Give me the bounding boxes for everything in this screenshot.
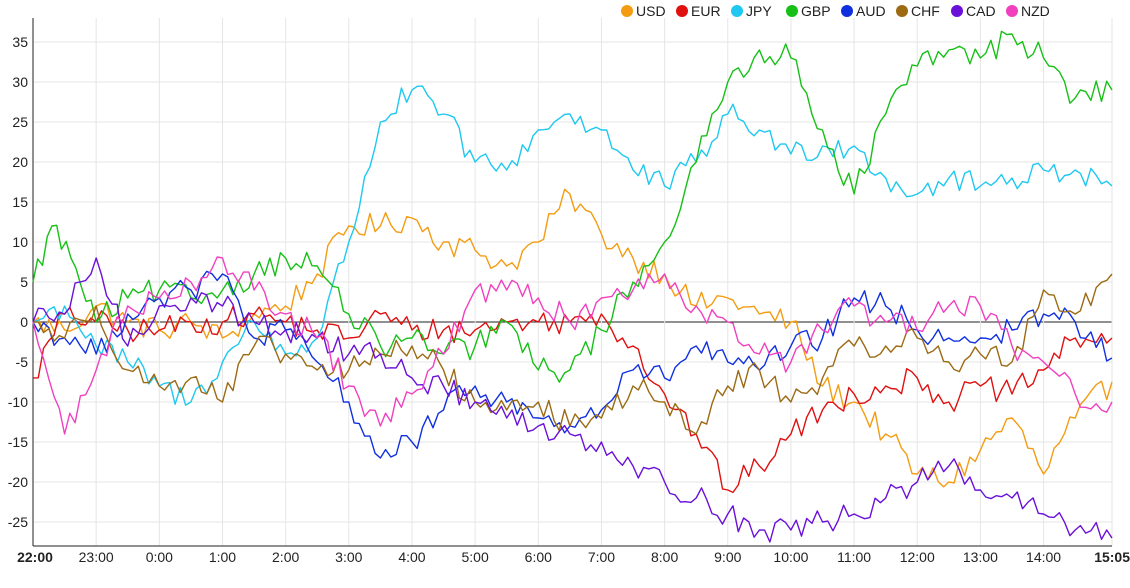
legend-label-nzd: NZD: [1021, 3, 1050, 19]
x-tick-label: 14:00: [1026, 549, 1061, 565]
x-tick-label: 9:00: [714, 549, 741, 565]
y-tick-label: 30: [12, 74, 28, 90]
x-tick-label: 12:00: [900, 549, 935, 565]
series-line-cad: [32, 257, 1113, 543]
y-tick-label: -5: [16, 354, 29, 370]
series-line-eur: [32, 305, 1113, 494]
legend-marker-eur: [676, 5, 688, 17]
series-line-jpy: [32, 85, 1113, 406]
x-tick-label: 10:00: [773, 549, 808, 565]
x-tick-label: 11:00: [837, 549, 871, 565]
y-tick-label: 10: [12, 234, 28, 250]
x-tick-label: 23:00: [79, 549, 114, 565]
legend-label-cad: CAD: [966, 3, 996, 19]
legend-label-chf: CHF: [911, 3, 940, 19]
x-tick-label: 15:05: [1094, 549, 1130, 565]
x-tick-label: 2:00: [272, 549, 299, 565]
x-tick-label: 6:00: [525, 549, 552, 565]
x-tick-label: 7:00: [588, 549, 615, 565]
legend-label-aud: AUD: [856, 3, 886, 19]
series-line-gbp: [32, 30, 1113, 383]
x-tick-label: 1:00: [209, 549, 236, 565]
legend-label-gbp: GBP: [801, 3, 831, 19]
x-tick-label: 5:00: [462, 549, 489, 565]
x-tick-label: 13:00: [963, 549, 998, 565]
x-tick-label: 22:00: [17, 549, 53, 565]
legend-marker-gbp: [786, 5, 798, 17]
y-tick-label: 20: [12, 154, 28, 170]
x-tick-label: 0:00: [146, 549, 173, 565]
series-lines: [32, 30, 1113, 543]
legend-marker-cad: [951, 5, 963, 17]
grid: [32, 18, 1113, 546]
legend-label-usd: USD: [636, 3, 666, 19]
series-line-aud: [32, 270, 1113, 459]
x-tick-label: 8:00: [651, 549, 678, 565]
y-tick-label: 5: [20, 274, 28, 290]
series-line-chf: [32, 273, 1113, 435]
legend-marker-nzd: [1006, 5, 1018, 17]
legend-marker-jpy: [731, 5, 743, 17]
y-tick-label: 35: [12, 34, 28, 50]
legend: USD EUR JPY GBP AUD CHF CAD NZD: [621, 3, 1050, 19]
y-tick-label: -15: [8, 434, 28, 450]
legend-marker-usd: [621, 5, 633, 17]
y-tick-label: 15: [12, 194, 28, 210]
x-tick-label: 3:00: [335, 549, 362, 565]
legend-marker-chf: [896, 5, 908, 17]
y-tick-label: 25: [12, 114, 28, 130]
y-tick-label: 0: [20, 314, 28, 330]
legend-marker-aud: [841, 5, 853, 17]
y-tick-label: -25: [8, 514, 28, 530]
y-tick-label: -20: [8, 474, 28, 490]
series-line-usd: [32, 188, 1113, 488]
axes: -25 -20 -15 -10 -5 0 5 10 15 20 25 30 35 22:00 23:00 0:…: [8, 18, 1130, 565]
y-tick-label: -10: [8, 394, 28, 410]
legend-label-eur: EUR: [691, 3, 721, 19]
x-tick-label: 4:00: [398, 549, 425, 565]
series-line-nzd: [32, 256, 1113, 435]
legend-label-jpy: JPY: [746, 3, 772, 19]
